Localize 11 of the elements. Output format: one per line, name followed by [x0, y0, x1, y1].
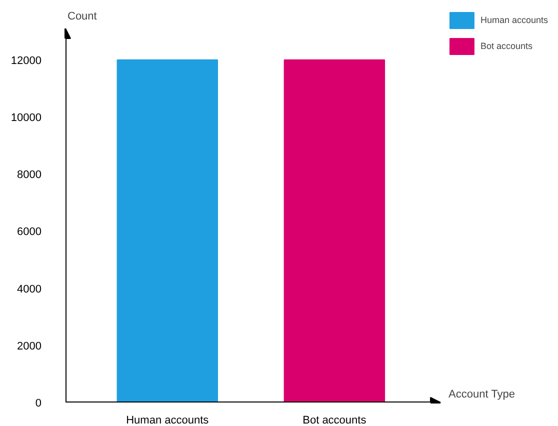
x-axis-title: Account Type: [448, 388, 515, 400]
y-tick-label: 8000: [17, 169, 42, 182]
y-tick-label: 10000: [10, 112, 42, 124]
legend-label: Human accounts: [480, 15, 548, 25]
y-tick-label: 0: [35, 398, 42, 410]
y-tick-label: 2000: [17, 340, 42, 352]
y-axis-title: Count: [68, 10, 97, 22]
y-tick-label: 12000: [10, 54, 42, 67]
legend-label: Bot accounts: [480, 41, 532, 51]
y-tick-label: 4000: [17, 283, 42, 296]
y-tick-label: 6000: [17, 226, 42, 238]
